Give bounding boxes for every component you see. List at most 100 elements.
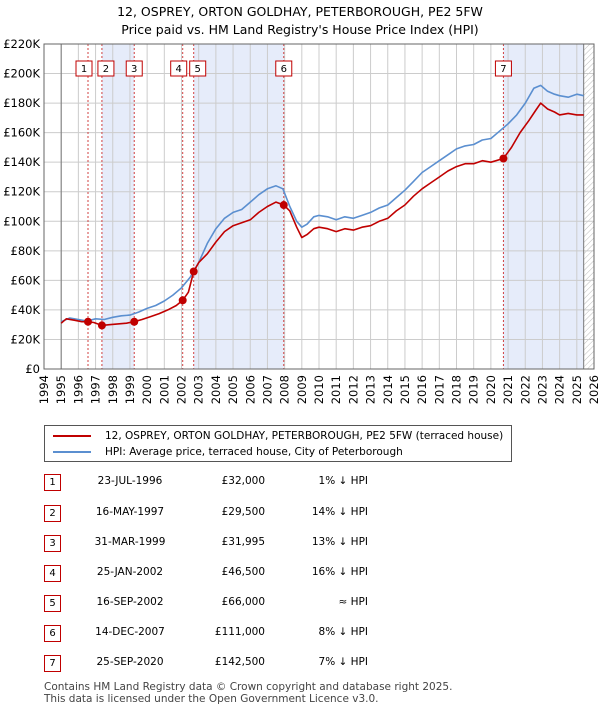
x-tick-label: 2013 xyxy=(364,375,378,404)
legend-swatch-property xyxy=(53,435,91,437)
table-row: 7 25-SEP-2020 £142,500 7% ↓ HPI xyxy=(0,655,600,677)
y-tick-label: £100K xyxy=(3,214,40,228)
sale-marker-box: 1 xyxy=(44,474,61,491)
x-tick-label: 2002 xyxy=(175,375,189,404)
sale-label-number: 2 xyxy=(103,64,109,75)
x-tick-label: 2019 xyxy=(467,375,481,404)
x-tick-label: 2001 xyxy=(157,375,171,404)
sale-point xyxy=(97,321,106,330)
table-row: 2 16-MAY-1997 £29,500 14% ↓ HPI xyxy=(0,505,600,527)
x-tick-label: 1995 xyxy=(54,375,68,404)
sale-date: 16-MAY-1997 xyxy=(95,506,165,518)
x-tick-label: 1994 xyxy=(37,375,51,404)
y-tick-label: £180K xyxy=(3,96,40,110)
sale-label-box: 1 xyxy=(75,60,93,77)
y-tick-label: £40K xyxy=(11,303,41,317)
ownership-shade xyxy=(503,44,584,369)
sale-label-box: 5 xyxy=(189,60,207,77)
x-tick-label: 2010 xyxy=(312,375,326,404)
sale-label-number: 6 xyxy=(281,64,287,75)
sale-label-number: 3 xyxy=(131,64,137,75)
sale-label-border xyxy=(494,60,512,77)
sale-label-border xyxy=(170,60,188,77)
sale-label-number: 7 xyxy=(500,64,506,75)
sale-point xyxy=(130,317,139,326)
sale-hpi-diff: 1% ↓ HPI xyxy=(318,475,368,487)
x-tick-label: 2014 xyxy=(381,375,395,404)
table-row: 1 23-JUL-1996 £32,000 1% ↓ HPI xyxy=(0,474,600,496)
x-tick-label: 1997 xyxy=(89,375,103,404)
y-tick-label: £200K xyxy=(3,67,40,81)
chart-subtitle: Price paid vs. HM Land Registry's House … xyxy=(121,22,479,37)
footer-copyright: Contains HM Land Registry data © Crown c… xyxy=(44,681,453,693)
sale-label-border xyxy=(275,60,293,77)
x-tick-label: 2026 xyxy=(587,375,600,404)
y-tick-label: £60K xyxy=(11,273,41,287)
sale-label-box: 3 xyxy=(125,60,143,77)
sale-marker-box: 4 xyxy=(44,565,61,582)
x-tick-label: 2020 xyxy=(484,375,498,404)
hpi-line xyxy=(60,84,584,323)
x-tick-label: 2008 xyxy=(278,375,292,404)
x-tick-label: 2006 xyxy=(243,375,257,404)
x-tick-label: 2024 xyxy=(553,375,567,404)
ownership-shade xyxy=(101,44,135,369)
plot-border xyxy=(43,43,595,370)
table-row: 6 14-DEC-2007 £111,000 8% ↓ HPI xyxy=(0,625,600,647)
y-tick-label: £120K xyxy=(3,185,40,199)
sale-price: £31,995 xyxy=(221,536,265,548)
table-row: 4 25-JAN-2002 £46,500 16% ↓ HPI xyxy=(0,565,600,587)
sale-label-box: 7 xyxy=(494,60,512,77)
x-tick-label: 2025 xyxy=(570,375,584,404)
future-hatch xyxy=(583,44,594,369)
x-tick-label: 2005 xyxy=(226,375,240,404)
table-row: 5 16-SEP-2002 £66,000 ≈ HPI xyxy=(0,595,600,617)
x-tick-label: 1996 xyxy=(71,375,85,404)
sale-label-number: 5 xyxy=(195,64,201,75)
x-tick-label: 2015 xyxy=(398,375,412,404)
sale-price: £29,500 xyxy=(221,506,265,518)
legend-label-hpi: HPI: Average price, terraced house, City… xyxy=(105,446,403,458)
sale-date: 14-DEC-2007 xyxy=(95,626,165,638)
x-tick-label: 2012 xyxy=(346,375,360,404)
sale-hpi-diff: 13% ↓ HPI xyxy=(311,536,368,548)
x-tick-label: 2022 xyxy=(518,375,532,404)
y-tick-label: £220K xyxy=(3,37,40,51)
y-tick-label: £80K xyxy=(11,244,41,258)
sale-hpi-diff: 7% ↓ HPI xyxy=(318,656,368,668)
sale-label-box: 6 xyxy=(275,60,293,77)
table-row: 3 31-MAR-1999 £31,995 13% ↓ HPI xyxy=(0,535,600,557)
y-tick-label: £140K xyxy=(3,155,40,169)
sale-date: 25-SEP-2020 xyxy=(96,656,164,668)
sale-point xyxy=(178,296,187,305)
footer-licence: This data is licensed under the Open Gov… xyxy=(44,693,379,705)
price-chart: £0 £20K £40K £60K £80K £100K £120K £140K £160K £1… xyxy=(3,37,600,404)
x-tick-label: 2011 xyxy=(329,375,343,404)
sale-hpi-diff: 8% ↓ HPI xyxy=(318,626,368,638)
x-tick-label: 2007 xyxy=(260,375,274,404)
legend-item-hpi: HPI: Average price, terraced house, City… xyxy=(53,444,403,460)
sale-price: £46,500 xyxy=(221,566,265,578)
sale-label-number: 4 xyxy=(176,64,182,75)
x-tick-label: 2004 xyxy=(209,375,223,404)
x-tick-label: 2023 xyxy=(535,375,549,404)
sale-marker-box: 6 xyxy=(44,625,61,642)
sale-label-border xyxy=(75,60,93,77)
legend-swatch-hpi xyxy=(53,451,91,453)
sale-point xyxy=(499,154,508,163)
sale-price: £111,000 xyxy=(214,626,265,638)
sale-point xyxy=(84,317,92,326)
sale-label-border xyxy=(125,60,143,77)
x-tick-label: 2021 xyxy=(501,375,515,404)
sale-date: 16-SEP-2002 xyxy=(96,596,164,608)
sale-marker-box: 5 xyxy=(44,595,61,612)
legend: 12, OSPREY, ORTON GOLDHAY, PETERBOROUGH,… xyxy=(44,425,512,462)
sale-label-box: 4 xyxy=(170,60,188,77)
x-tick-label: 2009 xyxy=(295,375,309,404)
sale-hpi-diff: 14% ↓ HPI xyxy=(311,506,368,518)
x-tick-label: 2000 xyxy=(140,375,154,404)
sale-marker-box: 3 xyxy=(44,535,61,552)
sale-label-border xyxy=(97,60,115,77)
sale-hpi-diff: ≈ HPI xyxy=(338,596,368,608)
sale-label-number: 1 xyxy=(81,64,87,75)
